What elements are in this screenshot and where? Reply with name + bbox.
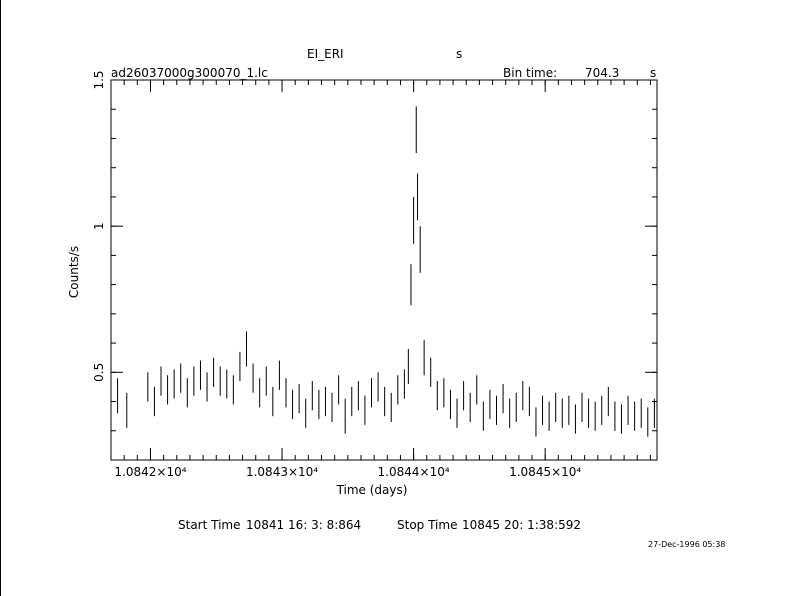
object-name: EI_ERI	[307, 47, 344, 61]
bin-time-unit: s	[650, 66, 657, 80]
y-tick-label: 1	[92, 222, 106, 230]
x-tick-label: 1.0842×10⁴	[114, 465, 186, 479]
x-tick-label: 1.0844×10⁴	[378, 465, 450, 479]
start-time-label: Start Time	[178, 518, 241, 532]
x-axis-label: Time (days)	[336, 483, 408, 497]
window-left-border	[0, 0, 1, 596]
stop-time-value: 10845 20: 1:38:592	[462, 518, 582, 532]
start-time-value: 10841 16: 3: 8:864	[246, 518, 362, 532]
x-tick-label: 1.0845×10⁴	[509, 465, 581, 479]
date-stamp: 27-Dec-1996 05:38	[648, 540, 726, 549]
y-axis-label: Counts/s	[67, 246, 81, 298]
bin-time-label: Bin time:	[503, 66, 558, 80]
plot-frame	[110, 79, 658, 461]
object-unit: s	[456, 47, 463, 61]
bin-time-value: 704.3	[585, 66, 620, 80]
x-tick-label: 1.0843×10⁴	[246, 465, 318, 479]
y-tick-label: 1.5	[92, 70, 106, 89]
stop-time-label: Stop Time	[397, 518, 458, 532]
y-tick-label: 0.5	[92, 363, 106, 382]
lightcurve-filename: ad26037000g300070_1.lc	[111, 66, 268, 80]
